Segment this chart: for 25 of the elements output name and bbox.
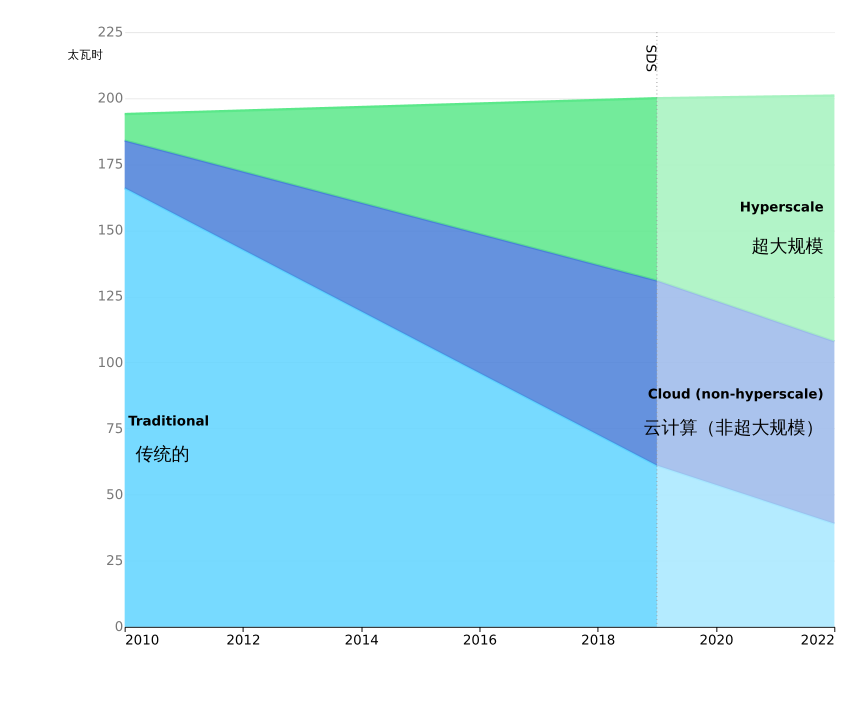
annotation: 云计算（非超大规模） xyxy=(644,417,824,438)
annotation: Cloud (non-hyperscale) xyxy=(648,388,824,403)
y-tick-label: 225 xyxy=(98,25,124,40)
x-tick-label: 2022 xyxy=(800,633,835,648)
x-tick-label: 2018 xyxy=(581,633,616,648)
x-tick-label: 2020 xyxy=(699,633,734,648)
y-tick-label: 50 xyxy=(106,488,124,503)
y-tick-label: 150 xyxy=(98,224,124,239)
y-tick-label: 175 xyxy=(98,158,124,173)
x-tick-label: 2012 xyxy=(226,633,260,648)
x-tick-label: 2010 xyxy=(125,633,160,648)
y-tick-label: 100 xyxy=(98,356,124,371)
annotation: 传统的 xyxy=(135,444,190,466)
annotation: 超大规模 xyxy=(752,236,824,257)
annotation: Hyperscale xyxy=(740,200,824,216)
y-tick-label: 0 xyxy=(114,620,124,636)
y-tick-label: 25 xyxy=(106,554,124,569)
y-tick-label: 200 xyxy=(98,92,124,107)
x-tick-label: 2016 xyxy=(462,633,498,648)
ref-line-label: SDS xyxy=(642,44,658,72)
y-tick-label: 75 xyxy=(106,422,124,437)
annotation: Traditional xyxy=(128,414,210,430)
y-tick-label: 125 xyxy=(98,290,124,305)
x-tick-label: 2014 xyxy=(344,633,379,648)
y-axis-title: 太瓦时 xyxy=(68,48,104,62)
